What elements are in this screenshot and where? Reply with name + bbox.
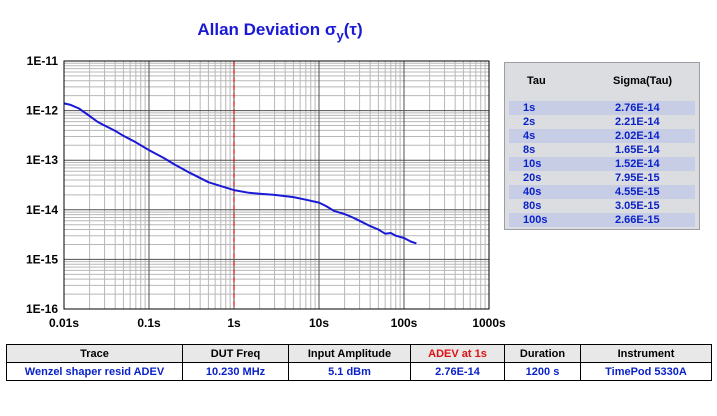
tau-value: 10s xyxy=(523,158,542,170)
tau-sigma-header: Tau Sigma(Tau) xyxy=(505,75,699,89)
trace-table: Trace DUT Freq Input Amplitude ADEV at 1… xyxy=(6,344,712,381)
tau-value: 20s xyxy=(523,172,542,184)
chart-title: Allan Deviation σy(τ) xyxy=(197,20,362,43)
x-tick-label: 1s xyxy=(227,316,241,330)
minor-gridlines xyxy=(64,61,489,309)
x-tick-label: 0.1s xyxy=(137,316,161,330)
tau-value: 8s xyxy=(523,144,536,156)
sigma-header: Sigma(Tau) xyxy=(613,75,673,87)
plot-area xyxy=(63,60,490,310)
series-layer xyxy=(63,102,417,245)
sigma-value: 7.95E-15 xyxy=(615,172,660,184)
sigma-value: 3.05E-15 xyxy=(615,200,660,212)
tau-sigma-row: 8s 1.65E-14 xyxy=(509,143,695,157)
adev-header: ADEV at 1s xyxy=(410,344,505,363)
sigma-value: 2.02E-14 xyxy=(615,130,660,142)
tau-value: 40s xyxy=(523,186,542,198)
tau-sigma-row: 40s 4.55E-15 xyxy=(509,185,695,199)
adev-chart: Allan Deviation σy(τ) 0.01s 0.1s 1s 10s 100s… xyxy=(26,20,506,330)
tau-sigma-panel: Tau Sigma(Tau) 1s 2.76E-14 2s 2.21E-14 4s 2.0… xyxy=(504,62,700,230)
sigma-value: 1.65E-14 xyxy=(615,144,660,156)
y-tick-label: 1E-16 xyxy=(26,302,58,316)
y-tick-label: 1E-13 xyxy=(26,153,58,167)
tau-header: Tau xyxy=(527,75,546,87)
tau-sigma-rows: 1s 2.76E-14 2s 2.21E-14 4s 2.02E-14 8s 1.65E-14… xyxy=(509,101,695,227)
sigma-value: 2.76E-14 xyxy=(615,102,660,114)
tau-value: 80s xyxy=(523,200,542,212)
y-axis-ticks: 1E-11 1E-12 1E-13 1E-14 1E-15 1E-16 xyxy=(26,54,58,316)
input-amplitude-cell: 5.1 dBm xyxy=(288,362,411,381)
x-axis-ticks: 0.01s 0.1s 1s 10s 100s 1000s xyxy=(49,316,506,330)
tau-sigma-row: 100s 2.66E-15 xyxy=(509,213,695,227)
sigma-value: 1.52E-14 xyxy=(615,158,660,170)
adev-cell: 2.76E-14 xyxy=(410,362,505,381)
duration-header: Duration xyxy=(504,344,581,363)
trace-table-header-row: Trace DUT Freq Input Amplitude ADEV at 1… xyxy=(6,344,712,363)
tau-sigma-row: 80s 3.05E-15 xyxy=(509,199,695,213)
tau-sigma-row: 20s 7.95E-15 xyxy=(509,171,695,185)
x-tick-label: 10s xyxy=(309,316,329,330)
dut-freq-cell: 10.230 MHz xyxy=(182,362,289,381)
x-tick-label: 1000s xyxy=(472,316,506,330)
tau-value: 1s xyxy=(523,102,536,114)
input-amplitude-header: Input Amplitude xyxy=(288,344,411,363)
instrument-cell: TimePod 5330A xyxy=(580,362,712,381)
duration-cell: 1200 s xyxy=(504,362,581,381)
x-tick-label: 0.01s xyxy=(49,316,79,330)
sigma-value: 2.66E-15 xyxy=(615,214,660,226)
adev-series-line xyxy=(63,102,417,245)
y-tick-label: 1E-14 xyxy=(26,203,58,217)
tau-value: 4s xyxy=(523,130,536,142)
y-tick-label: 1E-11 xyxy=(27,54,59,68)
sigma-value: 4.55E-15 xyxy=(615,186,660,198)
y-tick-label: 1E-12 xyxy=(26,104,58,118)
tau-value: 2s xyxy=(523,116,536,128)
trace-header: Trace xyxy=(6,344,183,363)
trace-table-row[interactable]: Wenzel shaper resid ADEV 10.230 MHz 5.1 … xyxy=(6,362,712,381)
tau-sigma-row: 1s 2.76E-14 xyxy=(509,101,695,115)
tau-sigma-row: 2s 2.21E-14 xyxy=(509,115,695,129)
tau-value: 100s xyxy=(523,214,548,226)
tau-sigma-row: 10s 1.52E-14 xyxy=(509,157,695,171)
dut-freq-header: DUT Freq xyxy=(182,344,289,363)
plot-frame xyxy=(63,60,490,310)
sigma-value: 2.21E-14 xyxy=(615,116,660,128)
x-tick-label: 100s xyxy=(391,316,418,330)
instrument-header: Instrument xyxy=(580,344,712,363)
y-tick-label: 1E-15 xyxy=(26,252,58,266)
tau-sigma-row: 4s 2.02E-14 xyxy=(509,129,695,143)
trace-name-cell: Wenzel shaper resid ADEV xyxy=(6,362,183,381)
